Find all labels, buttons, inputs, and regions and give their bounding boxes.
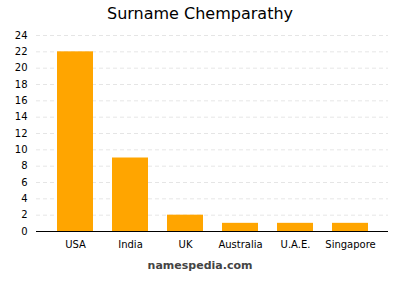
- svg-text:Australia: Australia: [218, 239, 262, 250]
- svg-text:16: 16: [15, 95, 28, 106]
- html-text:namespedia.com: namespedia.com: [147, 259, 253, 272]
- svg-text:USA: USA: [65, 239, 86, 250]
- svg-text:India: India: [118, 239, 143, 250]
- svg-text:12: 12: [15, 128, 28, 139]
- svg-text:2: 2: [21, 209, 27, 220]
- svg-text:Singapore: Singapore: [325, 239, 375, 250]
- svg-text:10: 10: [15, 144, 28, 155]
- svg-text:4: 4: [21, 193, 27, 204]
- svg-text:24: 24: [15, 30, 28, 41]
- svg-text:U.A.E.: U.A.E.: [281, 239, 311, 250]
- svg-text:8: 8: [21, 160, 27, 171]
- svg-text:14: 14: [15, 111, 28, 122]
- html-text:Surname Chemparathy: Surname Chemparathy: [107, 4, 293, 23]
- svg-text:20: 20: [15, 62, 28, 73]
- svg-text:22: 22: [15, 46, 28, 57]
- svg-text:UK: UK: [179, 239, 193, 250]
- svg-text:18: 18: [15, 79, 28, 90]
- svg-text:6: 6: [21, 177, 27, 188]
- svg-text:0: 0: [21, 226, 27, 237]
